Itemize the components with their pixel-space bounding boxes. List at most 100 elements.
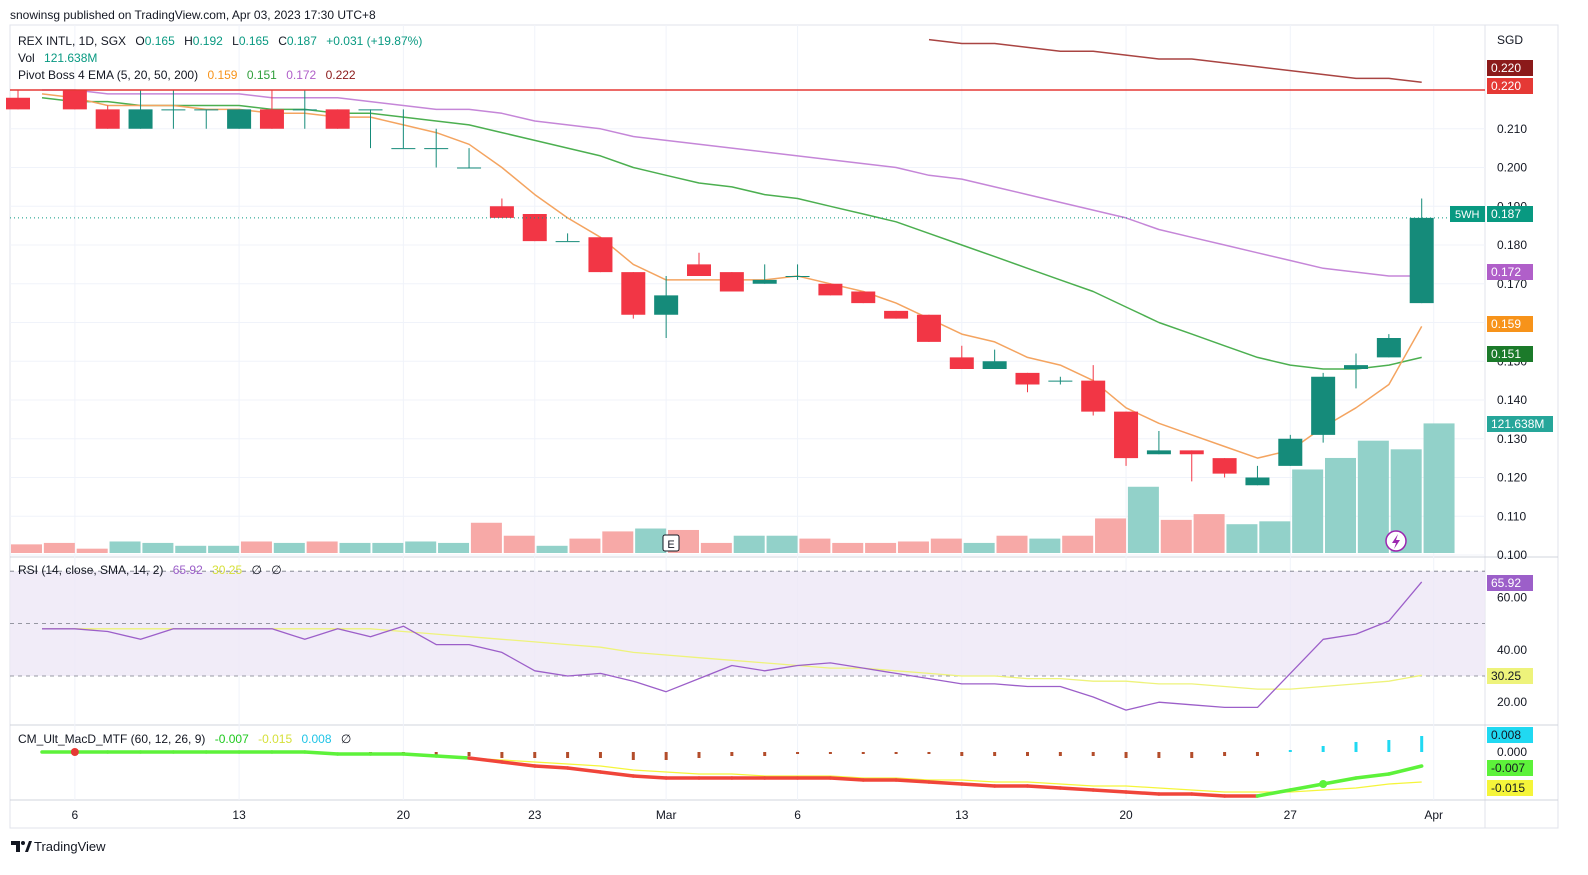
currency-label[interactable]: SGD: [1497, 33, 1523, 47]
candle-body[interactable]: [259, 109, 284, 129]
macd-signal-line: [42, 751, 1422, 793]
volume-bar: [1325, 457, 1356, 553]
svg-text:RSI (14, close, SMA, 14, 2): RSI (14, close, SMA, 14, 2) 65.92 30.25 …: [18, 563, 282, 577]
macd-histogram-bar: [1157, 752, 1161, 758]
candle-body[interactable]: [62, 90, 87, 110]
macd-histogram-bar: [1223, 752, 1227, 756]
macd-histogram-bar: [434, 752, 438, 756]
macd-histogram-tag-text: 0.008: [1491, 728, 1521, 742]
candlesticks[interactable]: [6, 90, 1434, 486]
ema20-price-tag[interactable]: 0.151: [1487, 346, 1533, 362]
macd-line-segment: [828, 776, 865, 782]
chart-border: [9, 24, 1559, 829]
candle-body[interactable]: [851, 291, 876, 304]
candle-body[interactable]: [1081, 380, 1106, 412]
candle-body[interactable]: [325, 109, 350, 129]
macd-signal-tag[interactable]: -0.015: [1487, 780, 1533, 796]
horizontal-line-0220[interactable]: [10, 89, 1485, 219]
candle-body[interactable]: [949, 357, 974, 369]
volume-bar: [930, 538, 962, 553]
candle-body[interactable]: [522, 214, 547, 242]
volume-bar: [470, 522, 502, 553]
macd-histogram-bar: [664, 752, 668, 760]
macd-histogram-bar: [796, 752, 800, 754]
macd-histogram-tag[interactable]: 0.008: [1487, 727, 1533, 743]
candle-body[interactable]: [1048, 380, 1073, 382]
candle-body[interactable]: [1245, 477, 1270, 486]
lightning-icon[interactable]: [1385, 530, 1407, 552]
time-axis[interactable]: 6 13 20 23 Mar 6 13 20 27 Apr: [72, 808, 1444, 822]
macd-line-segment: [598, 770, 636, 778]
price-axis[interactable]: 0.1000.1100.1200.1300.1400.1500.1600.170…: [1450, 60, 1553, 796]
candle-body[interactable]: [489, 206, 514, 218]
macd-line-segment: [1321, 776, 1358, 786]
macd-histogram-bar: [1354, 742, 1358, 752]
candle-body[interactable]: [1311, 376, 1336, 435]
candle-body[interactable]: [785, 276, 810, 277]
macd-line-segment: [1354, 772, 1391, 780]
candle-body[interactable]: [6, 97, 30, 110]
candle-body[interactable]: [1278, 438, 1303, 466]
candle-body[interactable]: [128, 109, 153, 129]
candle-body[interactable]: [194, 109, 219, 111]
candle-body[interactable]: [1179, 450, 1204, 455]
volume-tag[interactable]: 121.638M: [1487, 416, 1553, 432]
candle-body[interactable]: [884, 310, 909, 319]
candle-body[interactable]: [391, 148, 416, 150]
volume-bar: [306, 541, 338, 553]
low-label: L: [232, 34, 239, 48]
ema200-price-tag[interactable]: 0.220: [1487, 60, 1533, 76]
candle-body[interactable]: [916, 314, 941, 342]
candle-body[interactable]: [95, 109, 120, 129]
rsi-ma-value-tag[interactable]: 30.25: [1487, 668, 1533, 684]
candle-body[interactable]: [982, 361, 1007, 369]
macd-line-segment: [1025, 784, 1063, 790]
candle-body[interactable]: [424, 148, 449, 150]
last-price-tag-box: [1487, 206, 1533, 222]
volume-bar: [1160, 519, 1192, 553]
macd-histogram-bar: [1058, 752, 1062, 756]
open-label: O: [135, 34, 144, 48]
candle-body[interactable]: [227, 109, 252, 129]
hline-price-tag[interactable]: 0.220: [1487, 78, 1533, 94]
rsi-value-tag[interactable]: 65.92: [1487, 575, 1533, 591]
time-tick-label: 6: [72, 808, 79, 822]
candle-body[interactable]: [588, 237, 613, 273]
candle-body[interactable]: [358, 109, 383, 111]
volume-bar: [700, 542, 732, 553]
candle-body[interactable]: [719, 272, 744, 292]
candle-body[interactable]: [457, 167, 482, 169]
volume-tag-text: 121.638M: [1491, 417, 1544, 431]
candle-body[interactable]: [687, 264, 711, 276]
candle-body[interactable]: [1409, 217, 1434, 304]
candle-body[interactable]: [1212, 458, 1237, 474]
macd-histogram-bar: [927, 752, 931, 754]
candle-body[interactable]: [818, 283, 843, 296]
candle-body[interactable]: [1344, 365, 1368, 369]
candle-body[interactable]: [1376, 338, 1401, 358]
candle-body[interactable]: [292, 109, 317, 111]
macd-histogram-bar: [1420, 736, 1424, 752]
macd-histogram-bar: [566, 752, 570, 758]
macd-value-tag-text: -0.007: [1491, 761, 1525, 775]
candle-body[interactable]: [555, 241, 580, 243]
ema50-price-tag[interactable]: 0.172: [1487, 264, 1533, 280]
branding[interactable]: TradingView: [11, 839, 106, 854]
candle-body[interactable]: [1114, 411, 1139, 459]
volume-bar: [175, 545, 207, 553]
price-tick-label: 0.140: [1497, 393, 1527, 407]
last-price-tag[interactable]: 0.187 5WH: [1450, 206, 1533, 222]
candle-body[interactable]: [161, 109, 186, 111]
volume-bar: [43, 542, 75, 553]
earnings-marker[interactable]: E: [662, 534, 680, 552]
ema5-price-tag[interactable]: 0.159: [1487, 316, 1533, 332]
price-tick-label: 0.120: [1497, 471, 1527, 485]
candle-body[interactable]: [1146, 450, 1171, 455]
candle-body[interactable]: [752, 279, 777, 284]
candle-body[interactable]: [654, 295, 679, 315]
macd-value-tag[interactable]: -0.007: [1487, 760, 1533, 776]
candle-body[interactable]: [621, 272, 646, 315]
candle-body[interactable]: [1015, 372, 1040, 385]
ema20-value: 0.151: [247, 68, 277, 82]
